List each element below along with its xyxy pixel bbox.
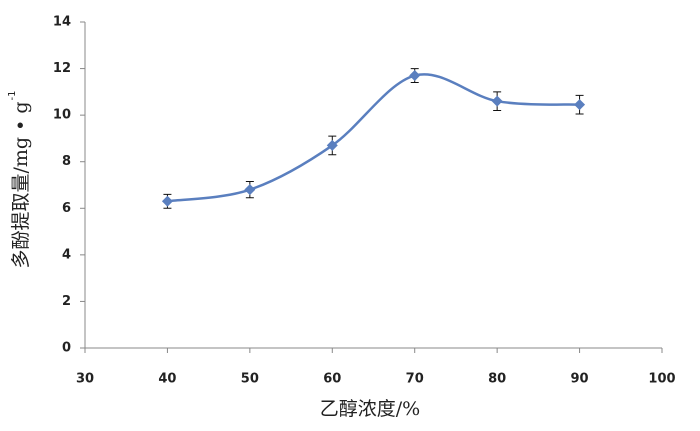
y-tick-label: 4 (62, 247, 71, 262)
marker (326, 139, 338, 151)
y-tick-label: 2 (62, 294, 71, 309)
y-axis-label-superscript: -1 (7, 91, 18, 101)
x-tick-label: 30 (76, 372, 94, 387)
x-axis-label: 乙醇浓度/% (320, 398, 420, 420)
x-tick-label: 40 (158, 372, 176, 387)
marker (491, 95, 503, 107)
y-tick-label: 6 (62, 201, 71, 216)
x-tick-label: 100 (648, 372, 675, 387)
marker (161, 195, 173, 207)
x-tick-label: 70 (406, 372, 424, 387)
y-tick-label: 14 (53, 15, 71, 30)
y-axis-label-group: 多酚提取量/mg • g -1 (7, 91, 32, 269)
y-tick-label: 12 (53, 61, 71, 76)
line (167, 73, 580, 203)
x-tick-label: 50 (241, 372, 259, 387)
marker (574, 99, 586, 111)
x-tick-label: 60 (323, 372, 341, 387)
marker (244, 184, 256, 196)
x-tick-label: 80 (488, 372, 506, 387)
y-tick-label: 10 (53, 108, 71, 123)
x-tick-label: 90 (571, 372, 589, 387)
y-axis-label: 多酚提取量/mg • g (10, 101, 32, 268)
marker (409, 70, 421, 82)
y-tick-label: 8 (62, 154, 71, 169)
y-tick-label: 0 (62, 341, 71, 356)
